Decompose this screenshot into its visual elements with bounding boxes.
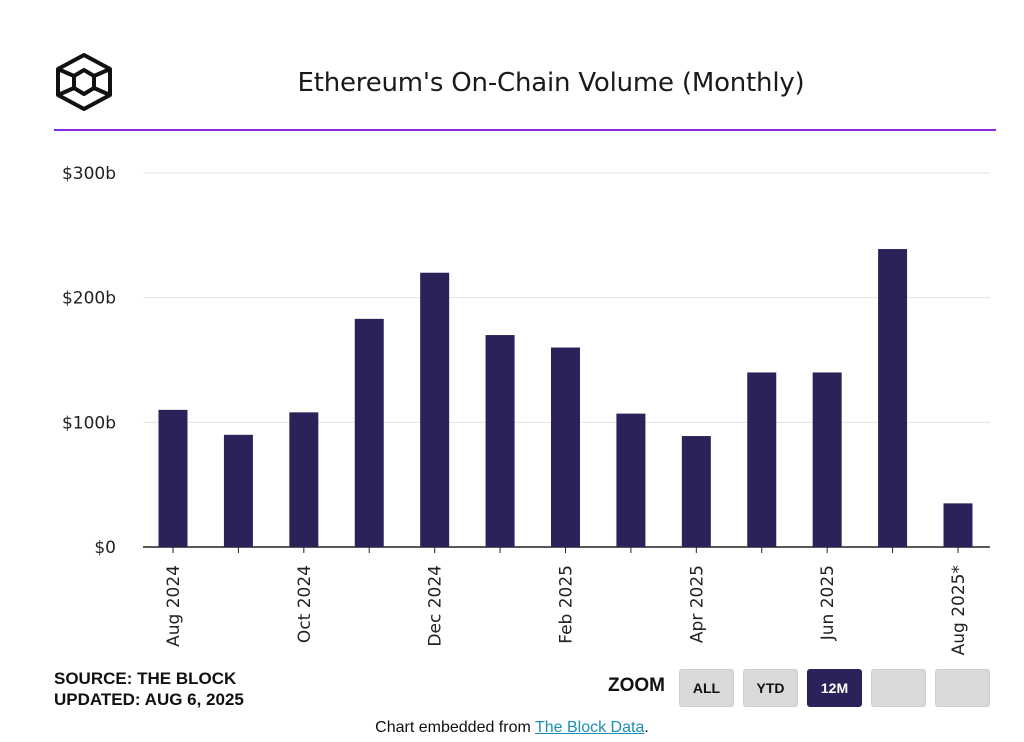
updated-line: UPDATED: AUG 6, 2025 <box>54 690 244 709</box>
embed-prefix: Chart embedded from <box>375 719 535 736</box>
y-tick-label: $200b <box>62 289 116 309</box>
embed-note: Chart embedded from The Block Data. <box>0 719 1024 737</box>
bar <box>223 434 253 547</box>
the-block-data-link[interactable]: The Block Data <box>534 719 645 736</box>
chart-card <box>28 0 1024 742</box>
y-tick-label: $300b <box>62 164 116 184</box>
zoom-blank-button-2[interactable] <box>935 669 990 707</box>
bar <box>289 412 319 547</box>
chart-title: Ethereum's On-Chain Volume (Monthly) <box>297 68 805 98</box>
bar <box>158 409 188 547</box>
title-divider <box>54 129 996 131</box>
source-line: SOURCE: THE BLOCK <box>54 669 237 688</box>
y-tick-label: $100b <box>62 413 116 433</box>
bar <box>681 436 711 547</box>
zoom-blank-button-1[interactable] <box>871 669 926 707</box>
x-tick-label: Aug 2025* <box>949 565 969 655</box>
zoom-label: ZOOM <box>608 675 665 696</box>
bar <box>616 413 646 547</box>
y-tick-label: $0 <box>94 538 116 558</box>
bar <box>354 318 384 547</box>
zoom-ytd-button[interactable]: YTD <box>743 669 798 707</box>
x-tick-label: Aug 2024 <box>164 565 184 647</box>
zoom-all-button[interactable]: ALL <box>679 669 734 707</box>
x-tick-label: Apr 2025 <box>687 565 707 643</box>
x-tick-label: Feb 2025 <box>557 565 577 644</box>
source-block: SOURCE: THE BLOCK UPDATED: AUG 6, 2025 <box>54 668 244 710</box>
bar <box>485 335 515 547</box>
bar-chart: $0 $100b $200b $300b Aug 2024 Oct 2024 Dec 202… <box>62 164 990 655</box>
bar <box>878 249 908 547</box>
zoom-12m-button[interactable]: 12M <box>807 669 862 707</box>
x-tick-label: Jun 2025 <box>818 565 838 641</box>
bar <box>943 503 973 547</box>
embed-suffix: . <box>644 719 649 736</box>
x-tick-label: Oct 2024 <box>295 565 315 643</box>
bar <box>747 372 777 547</box>
bar <box>812 372 842 547</box>
bar <box>420 272 450 547</box>
bar <box>551 347 580 547</box>
x-tick-label: Dec 2024 <box>426 565 446 647</box>
the-block-logo-icon <box>56 53 112 111</box>
